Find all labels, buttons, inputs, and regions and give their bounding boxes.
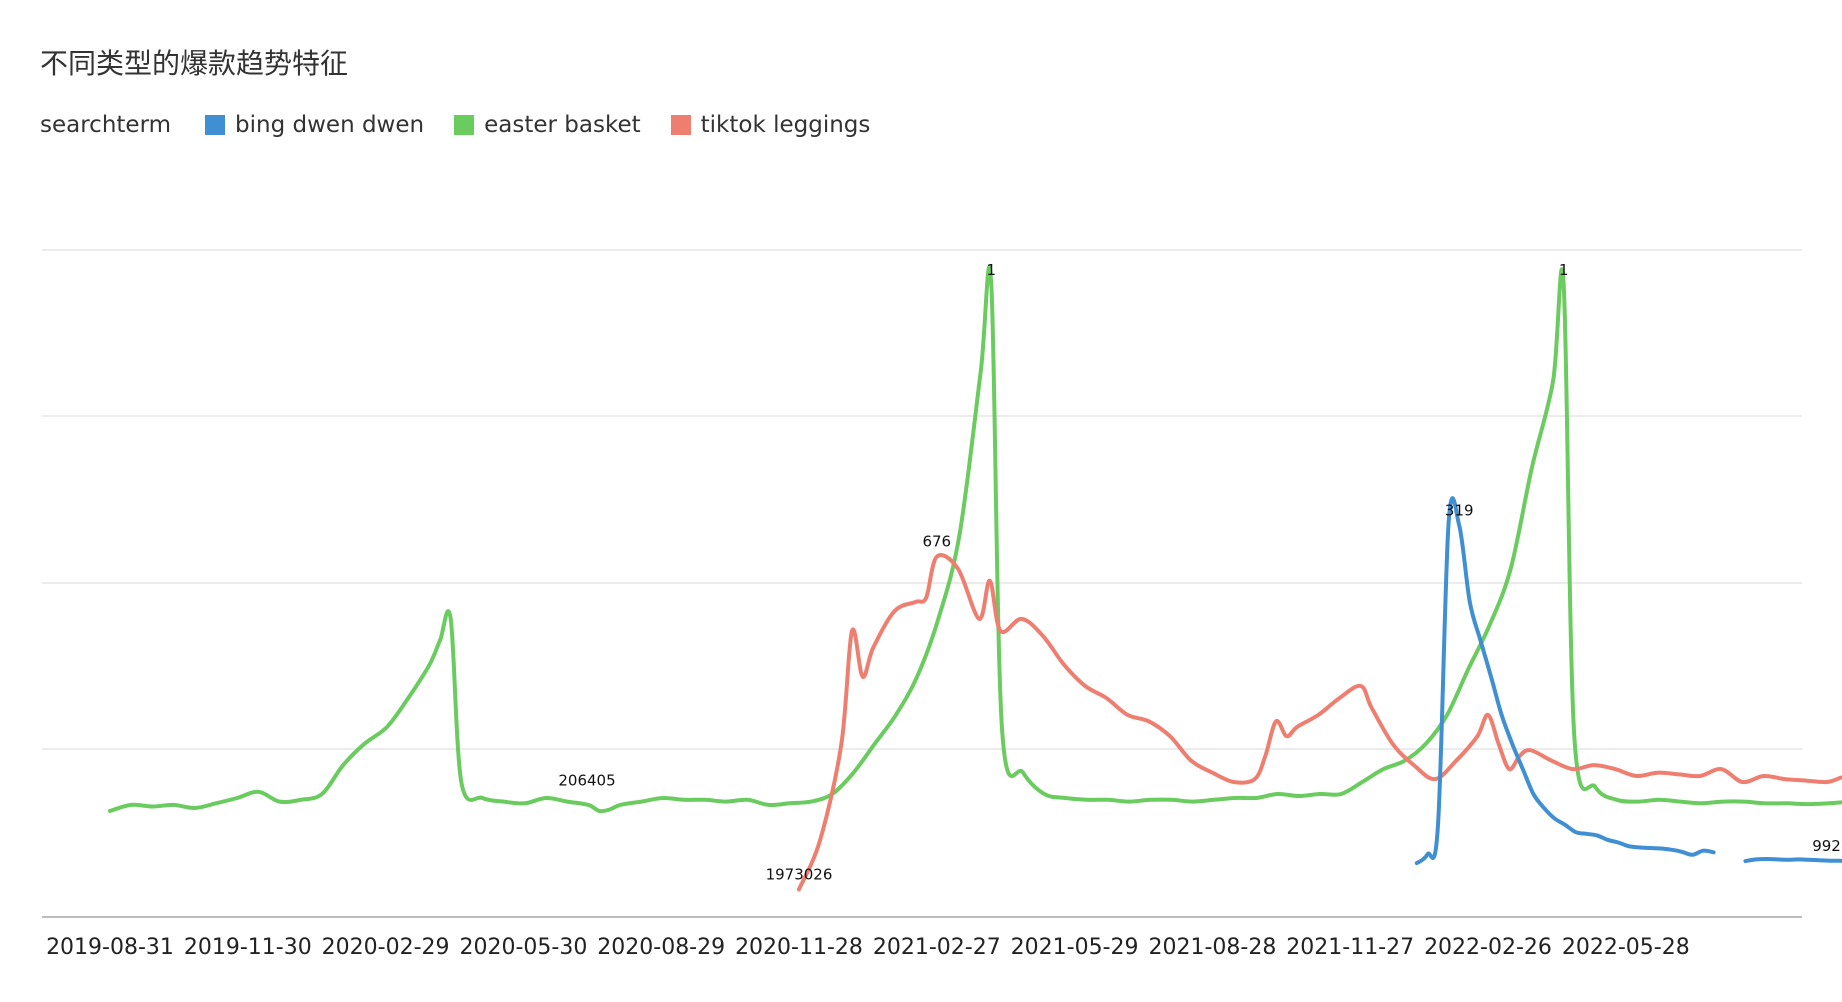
x-tick-label: 2019-08-31	[46, 935, 174, 960]
x-tick-label: 2020-08-29	[597, 935, 725, 960]
series-line-bing-dwen-dwen[interactable]	[1414, 496, 1716, 866]
x-tick-label: 2022-02-26	[1424, 935, 1552, 960]
x-tick-label: 2022-05-28	[1562, 935, 1690, 960]
series-lines	[108, 265, 1842, 892]
data-label: 1973026	[766, 865, 833, 883]
data-label: 1	[987, 261, 997, 279]
legend: searchterm bing dwen dwen easter basket …	[40, 112, 900, 138]
data-label: 676	[922, 533, 951, 551]
grid-lines	[42, 249, 1802, 750]
data-labels: 206405 1973026 676 1 319 1 992843	[558, 261, 1842, 883]
chart-title: 不同类型的爆款趋势特征	[40, 47, 349, 80]
legend-swatch	[205, 115, 226, 135]
legend-item-tiktok-leggings[interactable]: tiktok leggings	[670, 112, 871, 138]
x-tick-label: 2021-11-27	[1286, 935, 1414, 960]
legend-label: tiktok leggings	[700, 112, 871, 138]
legend-item-easter-basket[interactable]: easter basket	[454, 112, 641, 138]
legend-label: easter basket	[484, 112, 641, 138]
legend-title: searchterm	[40, 112, 172, 138]
legend-label: bing dwen dwen	[235, 112, 425, 138]
legend-swatch	[454, 115, 475, 135]
data-label: 206405	[558, 771, 615, 789]
data-label: 992843	[1812, 837, 1842, 855]
x-tick-label: 2021-08-28	[1148, 935, 1276, 960]
x-tick-label: 2021-02-27	[873, 935, 1001, 960]
x-tick-label: 2020-11-28	[735, 935, 863, 960]
x-tick-label: 2019-11-30	[184, 935, 312, 960]
x-tick-label: 2020-05-30	[459, 935, 587, 960]
series-line-easter-basket[interactable]	[108, 265, 1842, 814]
x-tick-label: 2020-02-29	[322, 935, 450, 960]
data-label: 319	[1445, 501, 1474, 519]
x-axis: 2019-08-31 2019-11-30 2020-02-29 2020-05-30…	[42, 916, 1802, 960]
legend-item-bing-dwen-dwen[interactable]: bing dwen dwen	[205, 112, 424, 138]
series-line-bing-dwen-dwen[interactable]	[1743, 857, 1842, 864]
legend-swatch	[670, 115, 691, 135]
data-label: 1	[1559, 261, 1569, 279]
series-line-tiktok-leggings[interactable]	[797, 553, 1842, 892]
x-tick-label: 2021-05-29	[1011, 935, 1139, 960]
